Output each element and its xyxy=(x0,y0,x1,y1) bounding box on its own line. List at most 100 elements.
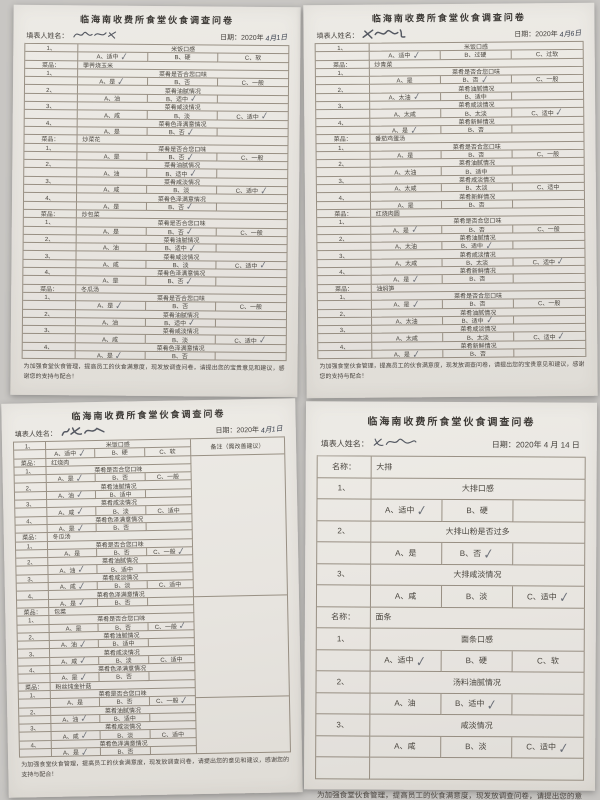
option-cell: B、否 xyxy=(442,349,514,359)
check-mark-icon: ✓ xyxy=(189,169,198,179)
survey-table: 1、 米饭口感 A、适中 ✓ B、硬 C、软 菜品： 荸荠烧玉米 1、 菜肴是否合您口味 A、是 ✓ B… xyxy=(21,42,290,362)
check-mark-icon: ✓ xyxy=(185,227,195,237)
option-label: C、软 xyxy=(244,56,262,63)
option-label: C、适中 xyxy=(158,582,182,590)
signature-scribble xyxy=(373,438,417,447)
check-mark-icon: ✓ xyxy=(120,52,129,62)
option-label: A、是 xyxy=(65,626,82,633)
option-label: C、适中 xyxy=(536,185,560,192)
table-row xyxy=(316,757,585,781)
option-label: B、否 xyxy=(459,548,482,558)
option-label: A、油 xyxy=(62,717,79,724)
check-mark-icon: ✓ xyxy=(410,225,420,235)
option-label: A、是 xyxy=(391,128,409,135)
table-row: A、是 ✓ B、否 xyxy=(318,348,587,360)
option-label: C、一般 xyxy=(156,698,179,706)
option-cell xyxy=(513,500,586,523)
option-label: B、否 xyxy=(172,304,189,311)
date-label: 日期：2020年 4 月 14 日 xyxy=(491,440,580,450)
option-label: A、是 xyxy=(397,203,414,210)
check-mark-icon: ✓ xyxy=(412,92,421,102)
signature-scribble xyxy=(73,31,117,39)
option-label: B、适中 xyxy=(165,171,188,178)
option-label: B、否 xyxy=(112,475,129,483)
check-mark-icon: ✓ xyxy=(177,547,186,557)
row-number: 1、 xyxy=(316,628,371,651)
check-mark-icon: ✓ xyxy=(115,301,124,311)
table-row: A、咸 B、淡 C、适中 ✓ xyxy=(316,585,586,609)
check-mark-icon: ✓ xyxy=(556,257,566,267)
check-mark-icon: ✓ xyxy=(117,77,126,87)
footer-note: 为加强食堂伙食管理，提高员工的伙食满意度，现发放调查问卷，请提出您的意见和建议，… xyxy=(21,757,290,779)
check-mark-icon: ✓ xyxy=(415,501,428,520)
empty-cell xyxy=(316,735,370,758)
check-mark-icon: ✓ xyxy=(482,545,495,563)
check-mark-icon: ✓ xyxy=(415,652,427,670)
option-label: B、淡 xyxy=(465,742,487,752)
option-label: A、太油 xyxy=(394,169,417,177)
check-mark-icon: ✓ xyxy=(186,152,195,162)
option-label: B、否 xyxy=(168,204,185,212)
option-label: A、是 xyxy=(62,750,80,757)
notes-divider xyxy=(195,695,289,698)
option-cell: C、软 xyxy=(512,650,585,673)
empty-cell xyxy=(317,542,371,565)
check-mark-icon: ✓ xyxy=(186,127,196,137)
option-cell: B、硬 xyxy=(441,650,513,673)
option-label: B、否 xyxy=(171,354,188,361)
page-bottom-left: 临海南收费所食堂伙食调查问卷 填表人姓名： 日期：2020年 4月1日 1、 米饭口… xyxy=(1,398,303,798)
option-label: A、适中 xyxy=(96,54,119,62)
option-label: B、否 xyxy=(115,625,132,632)
option-label: A、咸 xyxy=(102,262,119,269)
notes-column: 备注（需改善建议） xyxy=(190,436,291,755)
table-row: A、适中 ✓ B、硬 C、软 xyxy=(316,649,585,673)
check-mark-icon: ✓ xyxy=(485,316,494,326)
option-label: B、否 xyxy=(468,227,485,234)
filler-name-label: 填表人姓名： xyxy=(316,32,359,41)
option-label: B、否 xyxy=(174,80,191,87)
empty-cell xyxy=(318,350,372,360)
option-label: A、咸 xyxy=(103,113,121,120)
check-mark-icon: ✓ xyxy=(75,474,85,484)
empty-cell xyxy=(316,757,370,780)
option-label: A、适中 xyxy=(384,655,414,666)
option-cell: B、否 xyxy=(101,747,151,757)
option-label: A、是 xyxy=(102,279,119,286)
option-label: A、适中 xyxy=(384,505,415,515)
date-handwritten: 4月1日 xyxy=(265,34,288,43)
date-handwritten: 4月6日 xyxy=(559,29,582,39)
option-cell: B、淡 xyxy=(441,585,513,608)
option-cell xyxy=(512,543,586,566)
option-label: A、油 xyxy=(394,698,416,709)
check-mark-icon: ✓ xyxy=(80,747,90,758)
option-label: B、适中 xyxy=(454,699,485,709)
option-label: A、适中 xyxy=(54,451,77,459)
option-label: C、适中 xyxy=(235,188,259,196)
option-label: C、适中 xyxy=(526,742,557,752)
option-label: B、太淡 xyxy=(464,111,487,118)
option-cell: A、是 ✓ xyxy=(51,747,102,758)
notes-divider xyxy=(191,453,285,457)
option-label: C、适中 xyxy=(234,338,257,345)
option-label: A、油 xyxy=(102,320,119,327)
date-label: 日期：2020年 xyxy=(215,426,260,435)
option-label: A、咸 xyxy=(394,591,417,601)
option-label: A、油 xyxy=(60,642,78,650)
check-mark-icon: ✓ xyxy=(75,490,85,501)
option-label: A、是 xyxy=(61,675,78,683)
empty-cell xyxy=(369,757,585,781)
option-label: A、是 xyxy=(64,551,81,558)
option-label: B、否 xyxy=(168,130,185,137)
option-label: B、否 xyxy=(117,749,134,756)
check-mark-icon: ✓ xyxy=(78,656,88,666)
option-label: B、淡 xyxy=(114,583,131,590)
option-label: B、适中 xyxy=(461,318,484,325)
option-label: C、一般 xyxy=(536,152,560,159)
dish-name: 面条 xyxy=(370,607,585,630)
check-mark-icon: ✓ xyxy=(409,126,419,135)
option-label: B、适中 xyxy=(164,246,187,253)
date-label: 日期：2020年 xyxy=(220,34,264,42)
option-label: A、太咸 xyxy=(393,111,416,119)
option-label: A、是 xyxy=(103,129,120,136)
